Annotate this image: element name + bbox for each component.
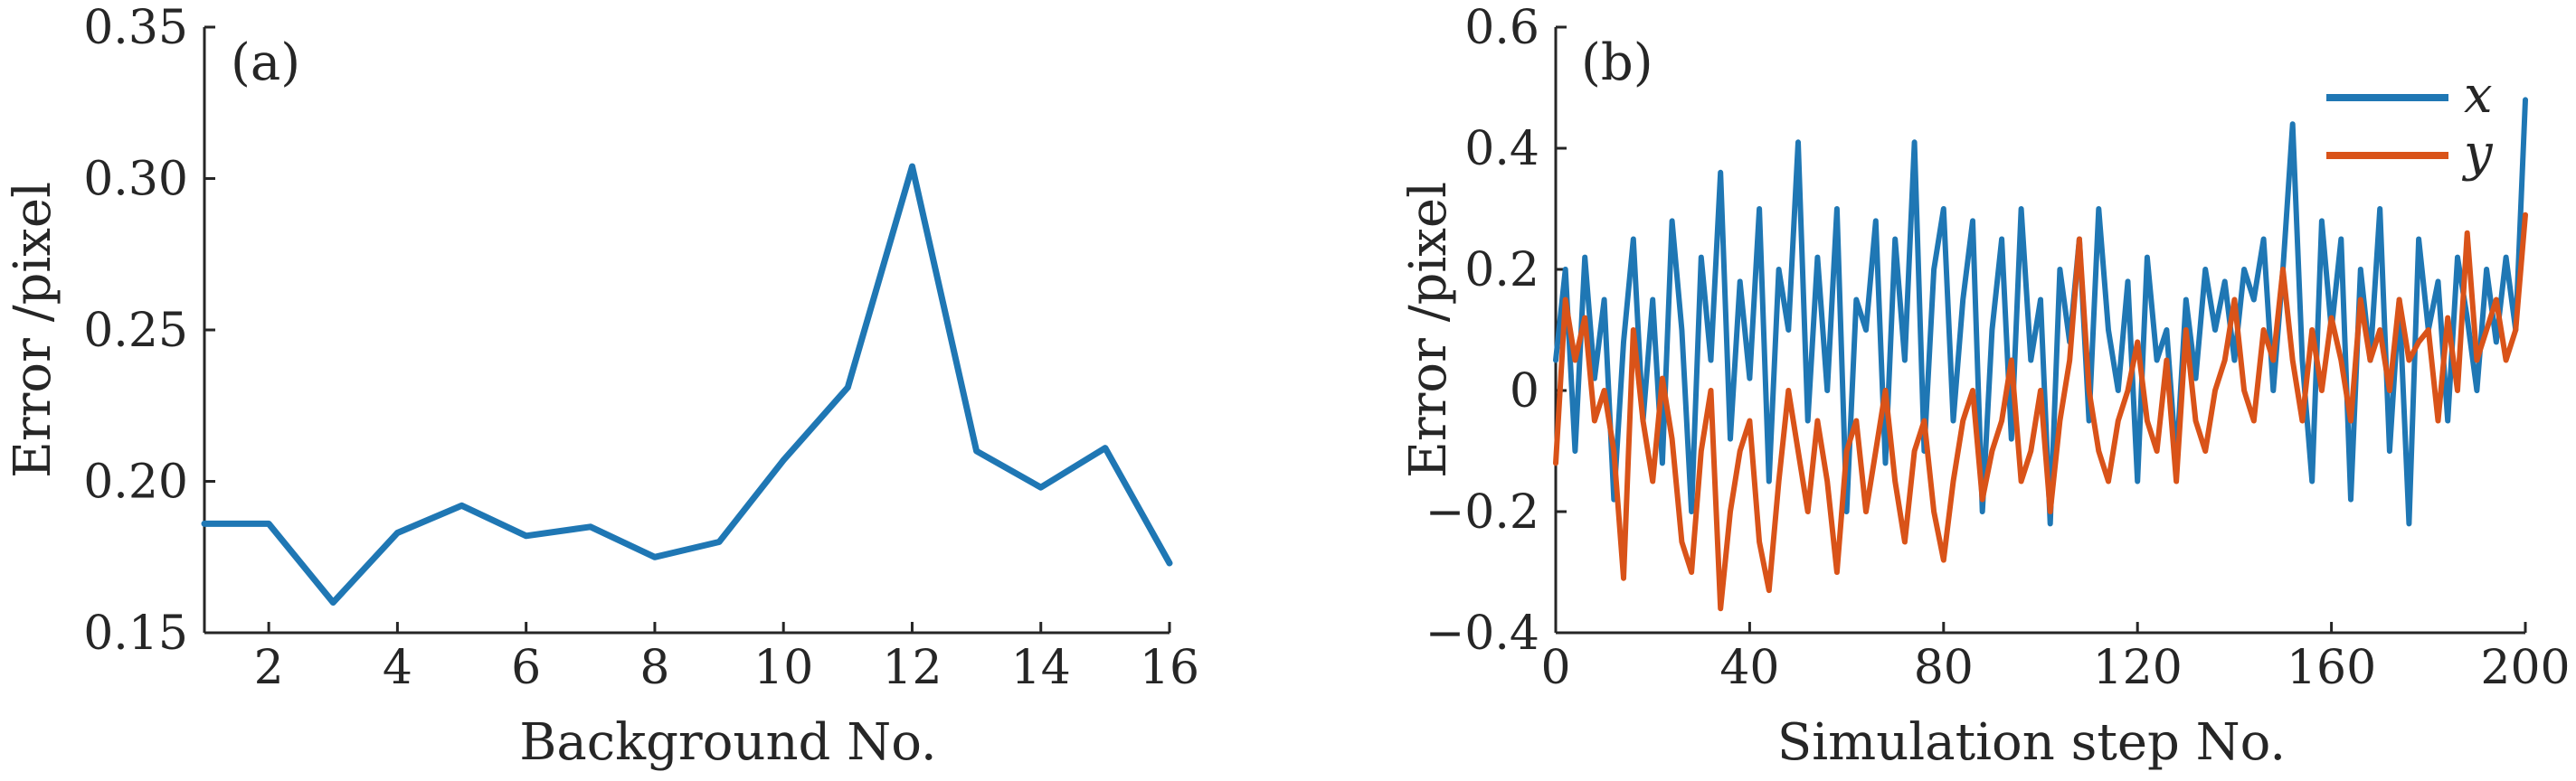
panel-a-x-tick-label: 12 xyxy=(882,641,942,695)
panel-b-y-axis-label: Error /pixel xyxy=(1399,182,1458,478)
panel-a-y-axis-label: Error /pixel xyxy=(4,182,62,478)
panel-b-series-x-line xyxy=(1553,97,2528,527)
panel-a-x-axis-label: Background No. xyxy=(519,713,936,772)
panel-a-x-tick-label: 6 xyxy=(511,641,541,695)
panel-a-x-tick-label: 2 xyxy=(254,641,284,695)
panel-a-x-tick-label: 16 xyxy=(1140,641,1199,695)
panel-b-y-tick-label: −0.4 xyxy=(1425,607,1539,661)
panel-b: 0 40 80 120 160 200 −0.4 −0.2 0 0.2 0.4 0.6 xy (b) S… xyxy=(1399,1,2571,772)
panel-a-y-tick-label: 0.20 xyxy=(83,456,188,510)
panel-b-series-y-line xyxy=(1553,212,2528,612)
panel-b-x-tick-label: 160 xyxy=(2287,641,2376,695)
panel-b-y-tick-label: 0 xyxy=(1510,364,1539,419)
panel-b-x-tick-label: 120 xyxy=(2093,641,2183,695)
panel-b-x-tick-label: 200 xyxy=(2480,641,2570,695)
panel-a-y-tick-label: 0.30 xyxy=(83,153,188,207)
panel-b-legend-label-x: x xyxy=(2464,66,2493,125)
panel-a-x-tick-label: 14 xyxy=(1011,641,1071,695)
panel-b-label: (b) xyxy=(1581,33,1653,92)
panel-b-y-tick-label: −0.2 xyxy=(1425,485,1539,540)
panel-a-x-tick-label: 10 xyxy=(753,641,813,695)
panel-b-y-tick-label: 0.4 xyxy=(1464,122,1539,176)
panel-b-plot-area: 0 40 80 120 160 200 −0.4 −0.2 0 0.2 0.4 0.6 xy xyxy=(1425,1,2571,695)
panel-b-y-tick-label: 0.6 xyxy=(1464,1,1539,55)
panel-b-x-tick-label: 0 xyxy=(1540,641,1570,695)
panel-a-y-tick-label: 0.35 xyxy=(83,1,188,55)
panel-a-x-tick-label: 8 xyxy=(639,641,669,695)
panel-a-series-line-line xyxy=(201,163,1173,606)
panel-a-y-tick-label: 0.15 xyxy=(83,607,188,661)
panel-b-y-tick-label: 0.2 xyxy=(1464,243,1539,297)
panel-b-legend-label-y: y xyxy=(2461,124,2494,183)
panel-a-x-tick-label: 4 xyxy=(383,641,412,695)
panel-a-y-tick-label: 0.25 xyxy=(83,304,188,358)
panel-b-x-tick-label: 40 xyxy=(1719,641,1779,695)
panel-a: 2 4 6 8 10 12 14 16 0.15 0.20 0.25 0.30 0.35 (a) Bac… xyxy=(4,1,1199,772)
panel-a-label: (a) xyxy=(231,33,300,92)
panel-b-x-tick-label: 80 xyxy=(1914,641,1974,695)
panel-b-x-axis-label: Simulation step No. xyxy=(1777,713,2286,772)
panel-a-plot-area: 2 4 6 8 10 12 14 16 0.15 0.20 0.25 0.30 0.35 xyxy=(83,1,1199,695)
panel-b-legend: xy xyxy=(2326,66,2494,183)
